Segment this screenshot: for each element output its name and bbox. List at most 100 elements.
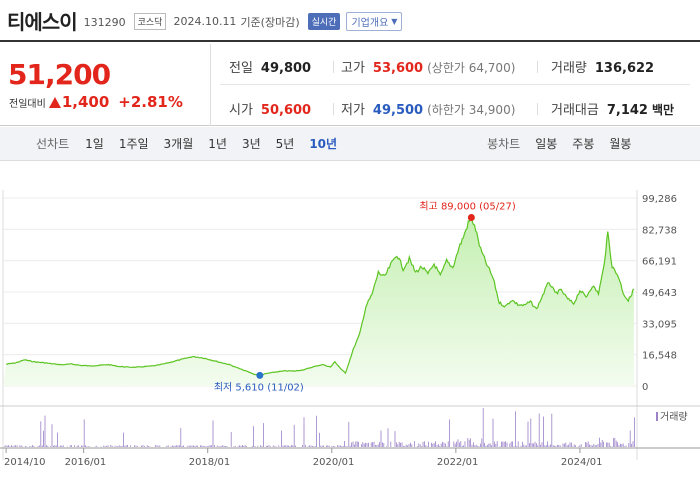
period-1w[interactable]: 1주일 (118, 137, 149, 151)
volume-bar (620, 443, 621, 447)
volume-bar (349, 445, 351, 447)
period-3y[interactable]: 3년 (241, 137, 261, 151)
volume-bar (50, 446, 51, 447)
volume-bar (600, 442, 602, 447)
volume-bar (471, 444, 473, 447)
volume-bar (568, 444, 569, 447)
volume-bar (592, 445, 593, 447)
volume-bar (419, 444, 421, 447)
volume-bar (397, 444, 399, 447)
volume-bar (428, 441, 429, 447)
stat-label: 저가 (341, 103, 365, 118)
volume-bar (107, 445, 109, 447)
volume-bar (386, 446, 387, 447)
stat-value: 53,600 (372, 61, 424, 76)
volume-bar (242, 445, 243, 447)
volume-bar (492, 418, 494, 447)
volume-bar (225, 446, 226, 447)
volume-bar (201, 445, 203, 447)
period-3m[interactable]: 3개월 (163, 137, 194, 151)
volume-bar (575, 445, 576, 447)
chart-toolbar: 선차트 1일 1주일 3개월 1년 3년 5년 10년 봉차트 일봉 주봉 월봉 (0, 127, 700, 161)
volume-bar (254, 446, 256, 447)
volume-bar (193, 445, 194, 447)
volume-bar (127, 445, 128, 447)
x-tick-label: 2024/01 (561, 457, 603, 468)
volume-bar (414, 441, 415, 447)
volume-bar (289, 446, 291, 447)
volume-bar (363, 443, 365, 447)
volume-bar (541, 442, 543, 447)
volume-bar (82, 445, 84, 447)
volume-bar (253, 426, 254, 447)
company-info-dropdown[interactable]: 기업개요 ▼ (346, 12, 403, 31)
stat-value: 50,600 (260, 103, 312, 118)
volume-bar (334, 446, 336, 447)
volume-bar (608, 442, 610, 447)
period-1d[interactable]: 1일 (85, 137, 104, 151)
volume-bar (405, 444, 407, 447)
volume-bar (81, 445, 82, 447)
stock-name: 티에스이 (7, 9, 78, 34)
volume-bar (95, 446, 96, 447)
high-marker (467, 213, 475, 221)
y-tick-label: 0 (642, 382, 648, 393)
period-5y[interactable]: 5년 (275, 137, 295, 151)
volume-bar (460, 441, 462, 447)
volume-bar (351, 442, 352, 447)
volume-bar (355, 441, 357, 447)
volume-bar (470, 438, 471, 447)
volume-bar (265, 445, 267, 447)
volume-bar (562, 443, 564, 447)
divider (333, 103, 334, 115)
period-10y[interactable]: 10년 (309, 137, 338, 151)
volume-bar (9, 446, 11, 447)
realtime-button[interactable]: 실시간 (307, 13, 341, 30)
volume-bar (551, 413, 553, 447)
volume-bar (47, 446, 49, 447)
volume-bar (529, 443, 530, 447)
volume-bar (11, 445, 12, 447)
volume-bar (275, 446, 277, 447)
candle-daily[interactable]: 일봉 (535, 137, 558, 151)
volume-bar (257, 445, 259, 447)
price-chart[interactable]: 99,286 82,738 66,191 49,643 33,095 16,548 0 최고… (0, 190, 700, 480)
volume-bar (621, 444, 623, 447)
volume-bar (320, 445, 322, 447)
volume-bars: 거래량 (0, 405, 700, 449)
volume-bar (555, 445, 557, 447)
volume-bar (445, 443, 446, 447)
volume-bar (432, 443, 434, 447)
volume-bar (613, 438, 614, 447)
volume-bar (606, 442, 607, 447)
volume-bar (484, 442, 485, 447)
volume-bar (407, 445, 408, 447)
volume-bar (340, 445, 341, 447)
volume-bar (425, 445, 427, 447)
candle-monthly[interactable]: 월봉 (609, 137, 632, 151)
volume-bar (594, 445, 596, 447)
volume-bar (208, 445, 210, 447)
volume-bar (480, 443, 481, 447)
x-tick-label: 2016/01 (65, 457, 107, 468)
volume-bar (579, 445, 581, 447)
line-chart-label: 선차트 (36, 137, 70, 151)
volume-bar (421, 446, 422, 447)
volume-bar (123, 432, 124, 447)
volume-bar (408, 444, 410, 447)
volume-bar (104, 446, 106, 447)
volume-bar (536, 443, 537, 447)
volume-bar (61, 445, 63, 447)
period-1y[interactable]: 1년 (208, 137, 227, 151)
volume-bar (55, 445, 57, 447)
volume-bar (251, 446, 253, 447)
volume-bar (390, 441, 392, 447)
volume-bar (230, 431, 232, 447)
volume-bar (478, 446, 480, 447)
volume-bar (404, 446, 406, 447)
volume-bar (338, 445, 340, 447)
candle-weekly[interactable]: 주봉 (572, 137, 595, 151)
stat-label: 시가 (229, 103, 253, 118)
volume-bar (516, 446, 518, 447)
volume-bar (243, 445, 245, 447)
